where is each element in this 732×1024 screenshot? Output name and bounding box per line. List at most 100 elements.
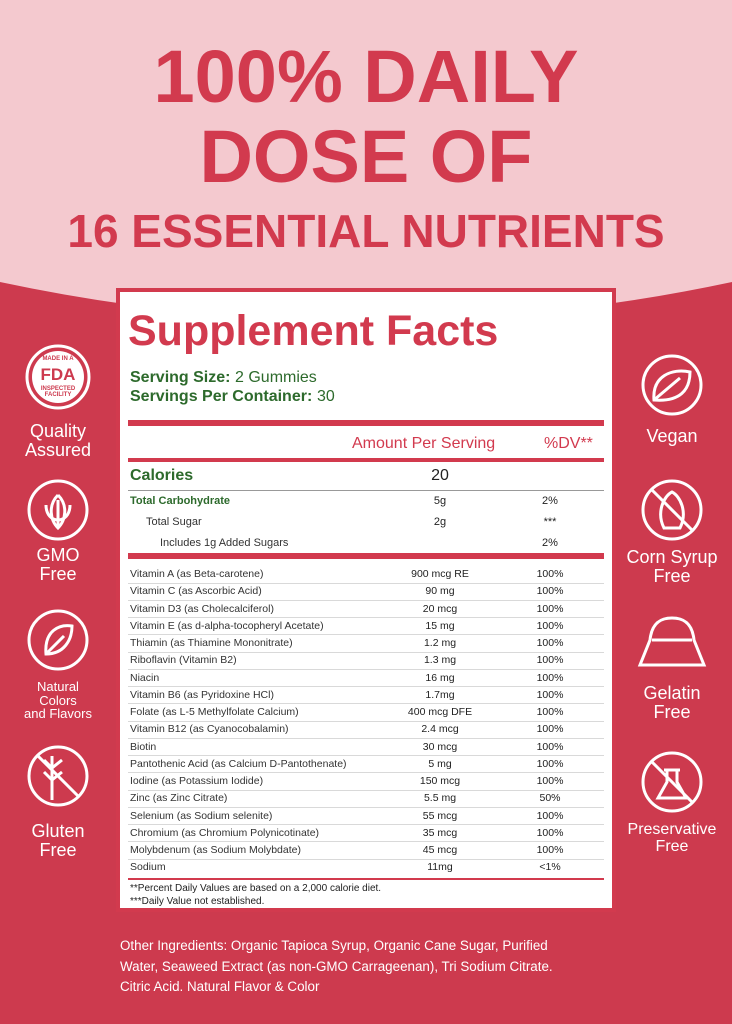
- nutrient-dv: 100%: [536, 809, 564, 822]
- carb-dv: ***: [543, 516, 557, 528]
- nutrient-name: Biotin: [130, 740, 157, 753]
- nutrient-dv: 100%: [536, 568, 564, 580]
- badge-label: GMO Free: [0, 546, 116, 584]
- separator: [128, 720, 604, 722]
- nutrient-dv: 100%: [536, 619, 564, 632]
- separator: [128, 703, 604, 705]
- nutrient-dv: 100%: [536, 585, 564, 598]
- headline: 16 ESSENTIAL NUTRIENTS: [67, 205, 665, 257]
- nutrient-amount: 55 mcg: [422, 809, 458, 822]
- badge-line: Free: [653, 701, 691, 722]
- separator: [128, 617, 604, 618]
- nutrient-name: Vitamin D3 (as Cholecalciferol): [130, 602, 274, 615]
- badge-label: Quality Assured: [0, 422, 116, 460]
- nutrient-name: Iodine (as Potassium Iodide): [130, 775, 264, 787]
- badge-label: Natural Colors and Flavors: [0, 680, 116, 721]
- badge-line: Corn Syrup: [626, 547, 718, 567]
- nutrient-amount: 2.4 mcg: [421, 723, 459, 736]
- nutrient-amount: 30 mcg: [422, 740, 458, 753]
- nutrient-name: Vitamin B12 (as Cyanocobalamin): [130, 723, 289, 736]
- badge-line: Quality: [29, 421, 87, 441]
- nutrient-name: Thiamin (as Thiamine Mononitrate): [130, 637, 293, 649]
- badge-label: Corn Syrup Free: [614, 548, 730, 586]
- nutrient-amount: 400 mcg DFE: [407, 706, 473, 718]
- nutrient-dv: 50%: [539, 792, 561, 805]
- nutrient-dv: 100%: [536, 844, 564, 856]
- ingredients-line: Water, Seaweed Extract (as non-GMO Carra…: [120, 958, 553, 974]
- serving-value: 2 Gummies: [235, 369, 317, 386]
- nutrient-name: Molybdenum (as Sodium Molybdate): [130, 844, 301, 856]
- nutrient-amount: 35 mcg: [422, 826, 458, 839]
- badge-label: Gelatin Free: [614, 684, 730, 722]
- nutrient-dv: 100%: [536, 671, 564, 684]
- calories-value: 20: [431, 467, 449, 484]
- separator: [128, 772, 604, 774]
- badge-label: Preservative Free: [614, 821, 730, 856]
- nutrient-name: Pantothenic Acid (as Calcium D-Pantothen…: [130, 757, 347, 770]
- nutrient-amount: 11mg: [427, 861, 453, 874]
- separator: [128, 755, 604, 756]
- carb-name: Total Sugar: [146, 516, 202, 528]
- badge-line: Vegan: [646, 426, 698, 446]
- separator: [128, 686, 604, 687]
- carb-amount: 2g: [433, 516, 447, 528]
- nutrient-name: Riboflavin (Vitamin B2): [130, 654, 237, 667]
- rule: [128, 878, 604, 880]
- separator: [128, 824, 604, 825]
- carb-amount: 5g: [433, 495, 447, 507]
- nutrient-amount: 45 mcg: [422, 844, 458, 856]
- nutrient-name: Chromium (as Chromium Polynicotinate): [130, 826, 320, 839]
- nutrient-dv: 100%: [536, 706, 564, 718]
- nutrient-name: Zinc (as Zinc Citrate): [130, 792, 228, 805]
- serving-label: Servings Per Container:: [130, 388, 313, 405]
- nutrient-amount: 5 mg: [428, 757, 452, 770]
- separator: [128, 841, 604, 843]
- seal-bottom: INSPECTED FACILITY: [40, 386, 76, 398]
- seal-main: FDA: [40, 365, 76, 384]
- ingredients-line: Citric Acid. Natural Flavor & Color: [120, 979, 320, 994]
- nutrient-dv: 100%: [536, 637, 564, 649]
- headline: 100% DAILY: [153, 35, 579, 118]
- nutrient-dv: 100%: [536, 757, 564, 770]
- separator: [128, 582, 604, 584]
- nutrient-amount: 90 mg: [425, 585, 455, 598]
- carb-name: Total Carbohydrate: [130, 495, 231, 507]
- nutrient-name: Vitamin A (as Beta-carotene): [130, 568, 264, 580]
- nutrient-dv: 100%: [536, 602, 564, 615]
- nutrient-dv: 100%: [536, 654, 564, 667]
- rule: [128, 553, 604, 559]
- separator: [128, 806, 604, 808]
- badge-line: Colors: [39, 692, 77, 708]
- footnote: **Percent Daily Values are based on a 2,…: [130, 883, 382, 894]
- badge-line: Gelatin: [643, 683, 701, 703]
- separator: [128, 789, 604, 791]
- calories-label: Calories: [130, 467, 194, 484]
- badge-line: Free: [655, 837, 689, 855]
- badge-line: GMO: [36, 545, 80, 565]
- nutrient-amount: 5.5 mg: [423, 792, 457, 805]
- badge-label: Gluten Free: [0, 822, 116, 860]
- nutrient-amount: 20 mcg: [422, 602, 458, 615]
- column-header: Amount Per Serving: [352, 435, 496, 452]
- nutrient-dv: 100%: [536, 826, 564, 839]
- nutrient-amount: 150 mcg: [419, 775, 461, 787]
- separator: [128, 651, 604, 653]
- serving-value: 30: [317, 388, 335, 405]
- separator: [128, 737, 604, 739]
- badge-line: Gluten: [31, 821, 85, 841]
- nutrient-name: Selenium (as Sodium selenite): [130, 809, 273, 822]
- rule: [128, 420, 604, 426]
- nutrient-name: Vitamin B6 (as Pyridoxine HCl): [130, 688, 274, 701]
- nutrient-dv: 100%: [536, 740, 564, 753]
- facts-title: Supplement Facts: [128, 307, 499, 355]
- nutrient-amount: 1.7mg: [425, 688, 455, 701]
- headline: DOSE OF: [199, 115, 533, 198]
- nutrient-dv: 100%: [536, 723, 564, 736]
- badge-line: Preservative: [627, 821, 717, 838]
- nutrient-name: Niacin: [130, 671, 160, 684]
- nutrient-name: Vitamin E (as d-alpha-tocopheryl Acetate…: [130, 619, 324, 632]
- badge-line: and Flavors: [24, 706, 92, 722]
- badge-line: Assured: [24, 439, 92, 460]
- nutrient-amount: 900 mcg RE: [411, 568, 469, 580]
